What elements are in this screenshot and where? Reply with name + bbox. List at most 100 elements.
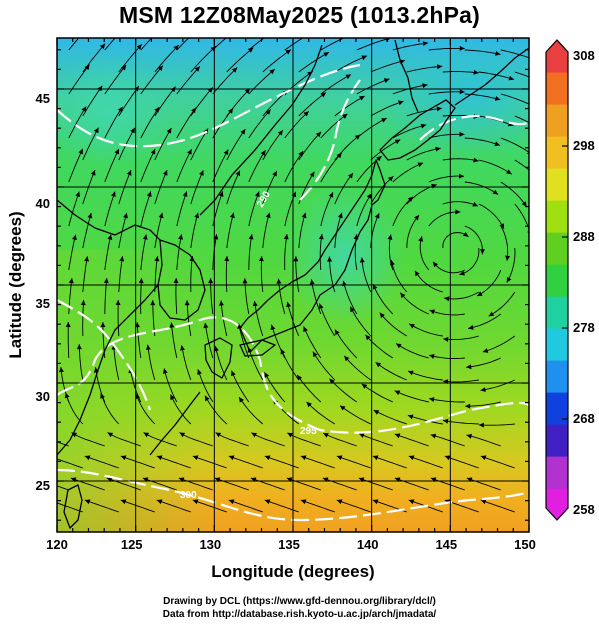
y-axis-title: Latitude (degrees) bbox=[6, 211, 25, 358]
streamline-arrow bbox=[466, 364, 472, 370]
streamline-arrow bbox=[473, 69, 479, 75]
streamline bbox=[57, 502, 83, 513]
streamline bbox=[179, 432, 213, 447]
streamline-arrow bbox=[235, 170, 240, 177]
streamline-arrow bbox=[286, 301, 292, 308]
colorbar-band bbox=[546, 328, 568, 361]
streamline bbox=[406, 147, 441, 161]
streamline-arrow bbox=[455, 209, 461, 215]
streamline bbox=[154, 127, 172, 161]
streamline bbox=[250, 477, 285, 491]
streamline-arrow bbox=[252, 301, 258, 307]
streamline bbox=[176, 107, 197, 139]
colorbar-band bbox=[546, 168, 568, 201]
streamline-arrow bbox=[430, 433, 437, 439]
streamline bbox=[68, 106, 87, 139]
streamline-arrow bbox=[443, 418, 449, 424]
coastline-taiwan bbox=[63, 484, 83, 529]
streamline bbox=[78, 344, 84, 381]
streamline-arrow bbox=[361, 383, 368, 389]
streamline bbox=[104, 278, 108, 315]
streamline-arrow bbox=[444, 296, 450, 302]
streamline bbox=[212, 38, 227, 51]
streamline-arrow bbox=[154, 256, 160, 262]
streamline-arrow bbox=[300, 455, 307, 461]
streamline bbox=[280, 348, 300, 381]
streamline-arrow bbox=[135, 393, 140, 400]
cool-region-kamchatka bbox=[380, 38, 529, 155]
streamline bbox=[500, 49, 529, 59]
streamline-arrow bbox=[398, 100, 404, 106]
streamline-arrow bbox=[310, 31, 316, 36]
streamline-arrow bbox=[429, 309, 436, 315]
streamline bbox=[370, 139, 401, 161]
streamline bbox=[298, 92, 327, 117]
streamline bbox=[323, 432, 357, 447]
streamline bbox=[106, 477, 141, 491]
streamline-arrow bbox=[354, 134, 361, 140]
axis-ticks bbox=[56, 38, 530, 532]
streamline bbox=[170, 322, 178, 359]
streamline bbox=[71, 432, 105, 447]
streamline-arrow bbox=[138, 278, 144, 284]
streamline bbox=[392, 42, 429, 51]
streamline bbox=[296, 374, 322, 403]
streamline-arrow bbox=[169, 322, 175, 328]
colorbar-band bbox=[546, 296, 568, 329]
streamline-arrow bbox=[394, 139, 401, 145]
streamline bbox=[248, 234, 253, 271]
streamline-arrow bbox=[340, 405, 346, 411]
streamline-arrow bbox=[293, 256, 299, 262]
streamline-arrow bbox=[407, 196, 414, 202]
streamline bbox=[392, 124, 427, 139]
streamline bbox=[379, 312, 408, 337]
streamline-arrow bbox=[537, 178, 542, 183]
y-tick-labels: 25 30 35 40 45 bbox=[36, 91, 50, 493]
streamline-arrow bbox=[458, 173, 464, 179]
streamline-arrow bbox=[126, 170, 132, 176]
streamline bbox=[428, 354, 465, 359]
streamline-arrow bbox=[334, 329, 340, 336]
streamline-arrow bbox=[173, 45, 179, 51]
streamline bbox=[118, 256, 123, 293]
streamline-arrow bbox=[344, 355, 350, 362]
streamline bbox=[375, 361, 407, 381]
streamline-arrow bbox=[100, 393, 105, 399]
streamline-arrow bbox=[244, 88, 250, 94]
colorbar-label: 298 bbox=[573, 138, 595, 153]
streamline bbox=[190, 256, 193, 292]
streamline bbox=[432, 261, 465, 274]
streamline-arrow bbox=[173, 278, 179, 284]
streamline bbox=[372, 284, 394, 315]
streamline bbox=[320, 113, 348, 139]
colorbar-band bbox=[546, 40, 568, 73]
streamline-arrow bbox=[337, 212, 343, 219]
colorbar-label: 268 bbox=[573, 411, 595, 426]
streamline-arrow bbox=[242, 278, 248, 284]
streamline-arrow bbox=[272, 28, 278, 33]
streamline bbox=[215, 432, 249, 447]
streamline-arrow bbox=[81, 106, 87, 112]
colorbar-label: 278 bbox=[573, 320, 595, 335]
streamline-arrow bbox=[120, 455, 127, 461]
credit-line-data: Data from http://database.rish.kyoto-u.a… bbox=[162, 609, 437, 620]
streamline bbox=[100, 393, 120, 425]
y-tick-label: 45 bbox=[36, 91, 50, 106]
streamline-arrow bbox=[258, 256, 264, 262]
streamline-arrow bbox=[184, 300, 190, 306]
colorbar-label: 288 bbox=[573, 229, 595, 244]
streamline-arrow bbox=[49, 499, 55, 504]
contour-label: 295 bbox=[300, 426, 317, 437]
streamline-arrow bbox=[197, 25, 202, 30]
streamline-arrow bbox=[414, 215, 420, 221]
colorbar-band bbox=[546, 264, 568, 297]
x-axis-title: Longitude (degrees) bbox=[211, 562, 374, 581]
streamline-arrow bbox=[444, 455, 451, 461]
streamline bbox=[140, 191, 152, 227]
streamline-arrow bbox=[197, 369, 202, 375]
streamline-arrow bbox=[178, 234, 183, 240]
x-tick-label: 150 bbox=[514, 537, 536, 552]
y-tick-label: 40 bbox=[36, 196, 50, 211]
streamline-arrow bbox=[194, 212, 200, 219]
streamline bbox=[140, 38, 153, 51]
